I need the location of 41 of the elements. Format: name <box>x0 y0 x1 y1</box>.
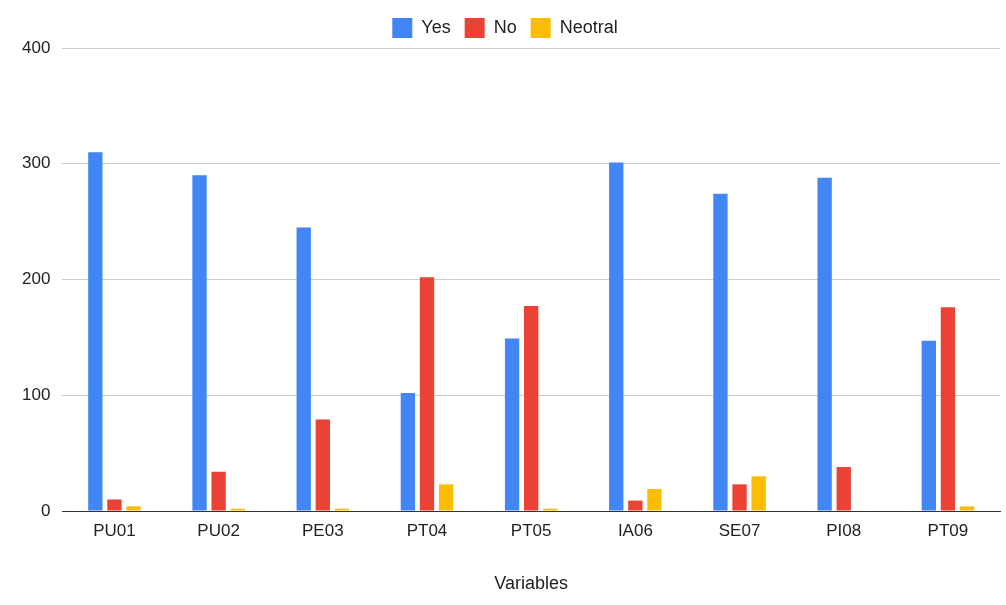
x-tick-label: PE03 <box>302 520 344 540</box>
x-tick-label: PT05 <box>510 520 552 540</box>
y-tick-label: 100 <box>21 384 51 404</box>
bar <box>126 506 141 511</box>
bar <box>211 471 226 511</box>
y-tick-label: 200 <box>21 269 51 289</box>
bar <box>836 467 851 511</box>
x-axis-title: Variables <box>494 573 569 594</box>
y-tick-label: 400 <box>21 37 51 57</box>
bar <box>400 392 416 511</box>
bar <box>296 227 311 511</box>
bar <box>609 162 624 511</box>
legend-label: No <box>493 16 517 37</box>
bar <box>419 277 435 511</box>
bar <box>817 177 832 511</box>
bar <box>732 484 747 511</box>
x-tick-label: SE07 <box>718 520 761 540</box>
x-tick-label: PU01 <box>93 520 136 540</box>
bar <box>713 193 728 511</box>
bar <box>88 152 103 511</box>
bar <box>107 499 122 511</box>
bar <box>628 500 643 511</box>
bar <box>940 307 956 511</box>
bar <box>647 489 662 511</box>
y-tick-label: 0 <box>40 500 51 520</box>
y-tick-label: 300 <box>21 153 51 173</box>
legend-label: Yes <box>421 16 451 37</box>
bar <box>524 306 539 511</box>
bar <box>751 476 766 511</box>
bar <box>315 419 330 511</box>
bar <box>959 506 975 511</box>
bar <box>192 175 207 511</box>
bar <box>504 338 520 511</box>
bar <box>438 484 454 511</box>
x-tick-label: PT04 <box>406 520 448 540</box>
x-tick-label: IA06 <box>617 520 653 540</box>
bar <box>921 340 936 511</box>
x-tick-label: PT09 <box>927 520 969 540</box>
x-tick-label: PU02 <box>197 520 240 540</box>
x-tick-label: PI08 <box>826 520 862 540</box>
legend-label: Neotral <box>559 16 618 37</box>
